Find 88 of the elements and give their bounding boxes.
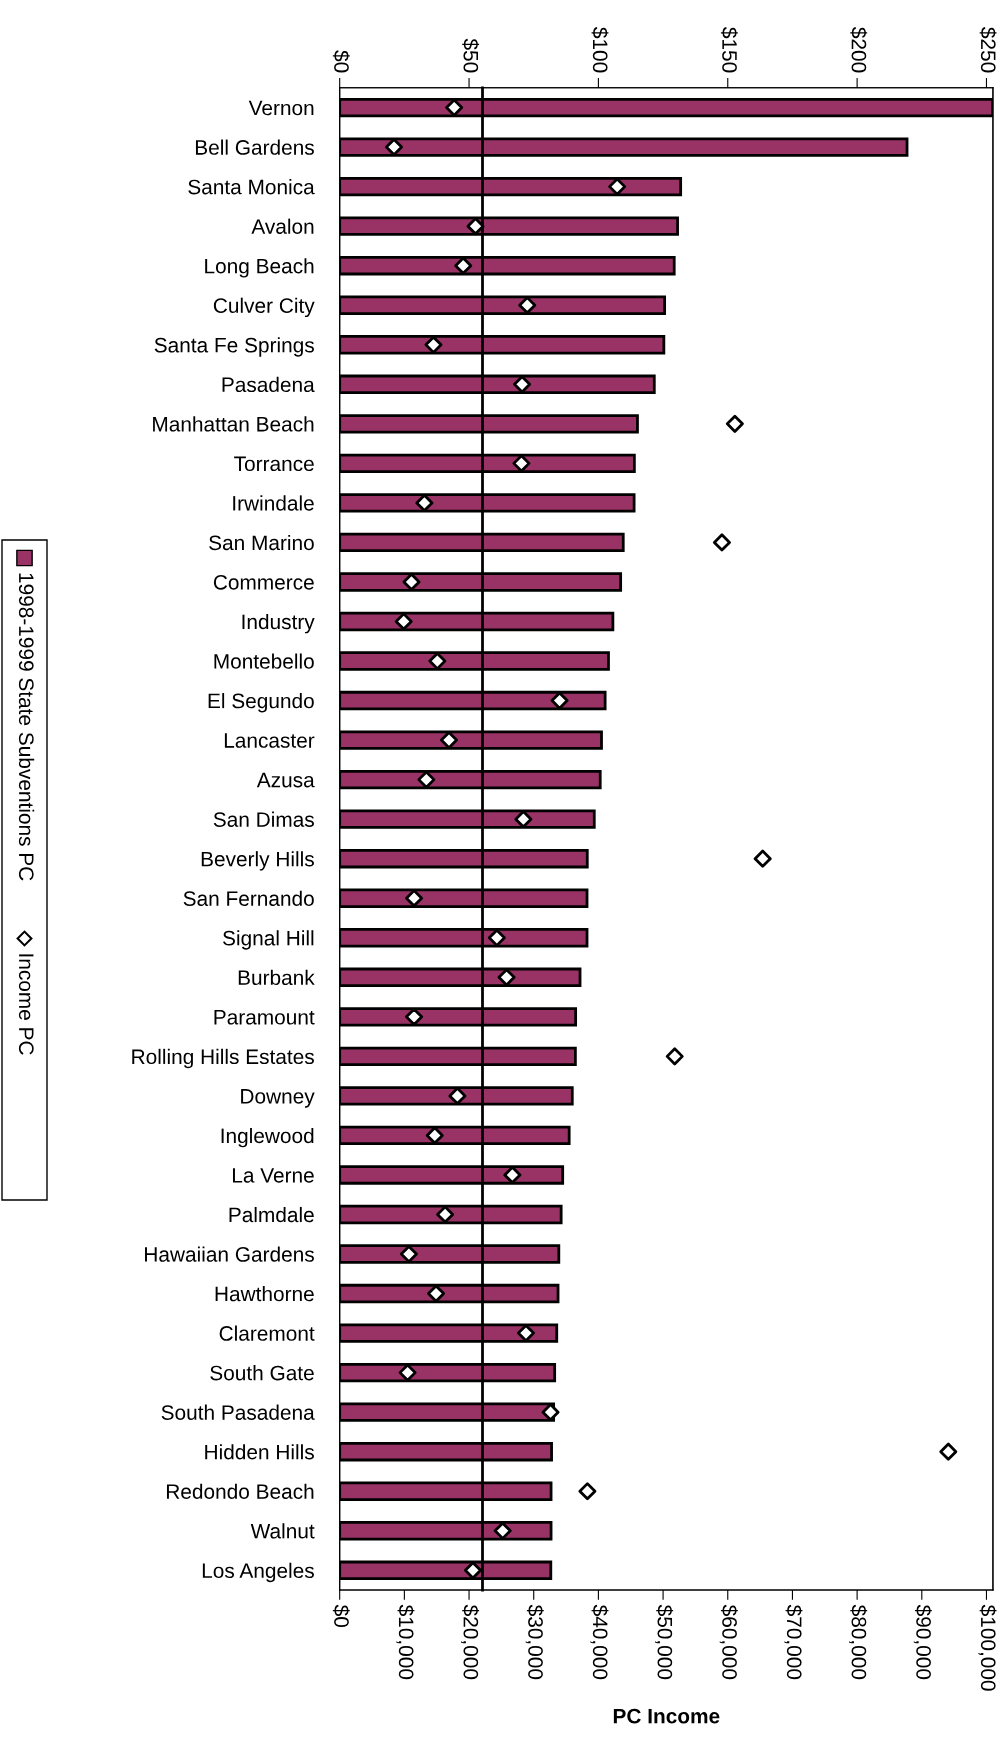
y-tick-label: Torrance (234, 456, 314, 472)
legend-label: 1998-1999 State Subventions PC (18, 573, 35, 881)
x2-tick-label: $200 (850, 27, 868, 73)
point (550, 691, 569, 710)
y-tick-label: Santa Monica (188, 179, 315, 195)
point (712, 533, 731, 552)
y-tick-label: Palmdale (229, 1206, 314, 1223)
y-tick-label: Hawthorne (215, 1286, 314, 1302)
y-tick-label: Burbank (238, 969, 315, 986)
y-tick-label: Irwindale (233, 495, 314, 511)
y-tick-label: El Segundo (208, 693, 314, 713)
y-tick-label: Bell Gardens (195, 139, 314, 155)
y-tick-label: Downey (241, 1089, 315, 1108)
point (497, 968, 516, 987)
point (454, 256, 473, 275)
y-tick-label: South Gate (210, 1365, 314, 1381)
point (445, 98, 464, 117)
point (541, 1403, 560, 1422)
point (939, 1442, 958, 1461)
y-tick-label: San Fernando (183, 890, 314, 906)
point (487, 928, 506, 947)
x-tick-label: $10,000 (396, 1604, 415, 1680)
y-tick-label: Long Beach (205, 258, 314, 278)
y-tick-label: Vernon (248, 100, 314, 116)
y-tick-label: Industry (242, 613, 315, 634)
y-tick-label: Los Angeles (202, 1562, 314, 1583)
point (753, 849, 772, 868)
x2-tick-label: $250 (979, 27, 997, 73)
y-tick-label: Azusa (256, 772, 315, 788)
y-tick-label: Inglewood (221, 1127, 314, 1148)
y-tick-label: Rolling Hills Estates (132, 1048, 314, 1069)
point (665, 1047, 684, 1066)
point (513, 375, 532, 394)
point (463, 1561, 482, 1580)
x-tick-label: $40,000 (590, 1604, 609, 1680)
legend-label: Income PC (18, 954, 34, 1055)
y-tick-label: South Pasadena (161, 1404, 315, 1420)
point (514, 810, 533, 829)
y-tick-label: Culver City (213, 297, 315, 318)
point (398, 1363, 417, 1382)
y-tick-label: Commerce (213, 574, 314, 590)
x2-tick-label: $0 (332, 50, 350, 73)
point (493, 1521, 512, 1540)
y-tick-label: Pasadena (222, 376, 315, 393)
y-tick-label: Paramount (214, 1010, 315, 1025)
y-tick-label: Claremont (219, 1325, 315, 1341)
y-tick-label: Walnut (250, 1523, 315, 1539)
point (425, 1126, 444, 1145)
point (578, 1482, 597, 1501)
point (608, 177, 627, 196)
point (512, 454, 531, 473)
x-tick-label: $90,000 (913, 1604, 932, 1680)
point (436, 1205, 455, 1224)
x-tick-label: $50,000 (655, 1604, 674, 1680)
x-axis-title: PC Income (613, 1708, 720, 1724)
y-tick-label: Hawaiian Gardens (145, 1246, 314, 1262)
x2-tick-label: $150 (720, 27, 738, 73)
point (427, 1284, 446, 1303)
point (417, 770, 436, 789)
y-tick-label: Montebello (214, 653, 314, 669)
point (448, 1086, 467, 1105)
point (424, 335, 443, 354)
y-tick-label: Lancaster (224, 733, 315, 748)
y-tick-label: San Marino (209, 534, 314, 551)
point (518, 296, 537, 315)
x-tick-label: $70,000 (784, 1604, 803, 1680)
y-tick-label: Signal Hill (223, 930, 314, 950)
x-tick-label: $100,000 (978, 1604, 997, 1691)
x-tick-label: $30,000 (525, 1604, 544, 1680)
x2-tick-label: $100 (591, 27, 609, 73)
point (725, 414, 744, 433)
x-tick-label: $20,000 (460, 1604, 480, 1680)
point (466, 217, 485, 236)
x-tick-label: $60,000 (719, 1604, 738, 1680)
y-tick-label: Manhattan Beach (153, 416, 314, 432)
point (415, 493, 434, 512)
x-tick-label: $80,000 (849, 1604, 868, 1680)
x2-tick-label: $50 (462, 38, 480, 73)
x-tick-label: $0 (332, 1604, 350, 1627)
y-tick-label: Avalon (251, 218, 314, 234)
point (405, 889, 424, 908)
y-tick-label: Redondo Beach (166, 1483, 314, 1499)
y-tick-label: Hidden Hills (205, 1444, 314, 1460)
y-tick-label: La Verne (233, 1168, 314, 1183)
point (394, 612, 413, 631)
y-tick-label: San Dimas (213, 811, 314, 827)
y-tick-label: Beverly Hills (201, 851, 314, 871)
y-tick-label: Santa Fe Springs (154, 337, 314, 357)
